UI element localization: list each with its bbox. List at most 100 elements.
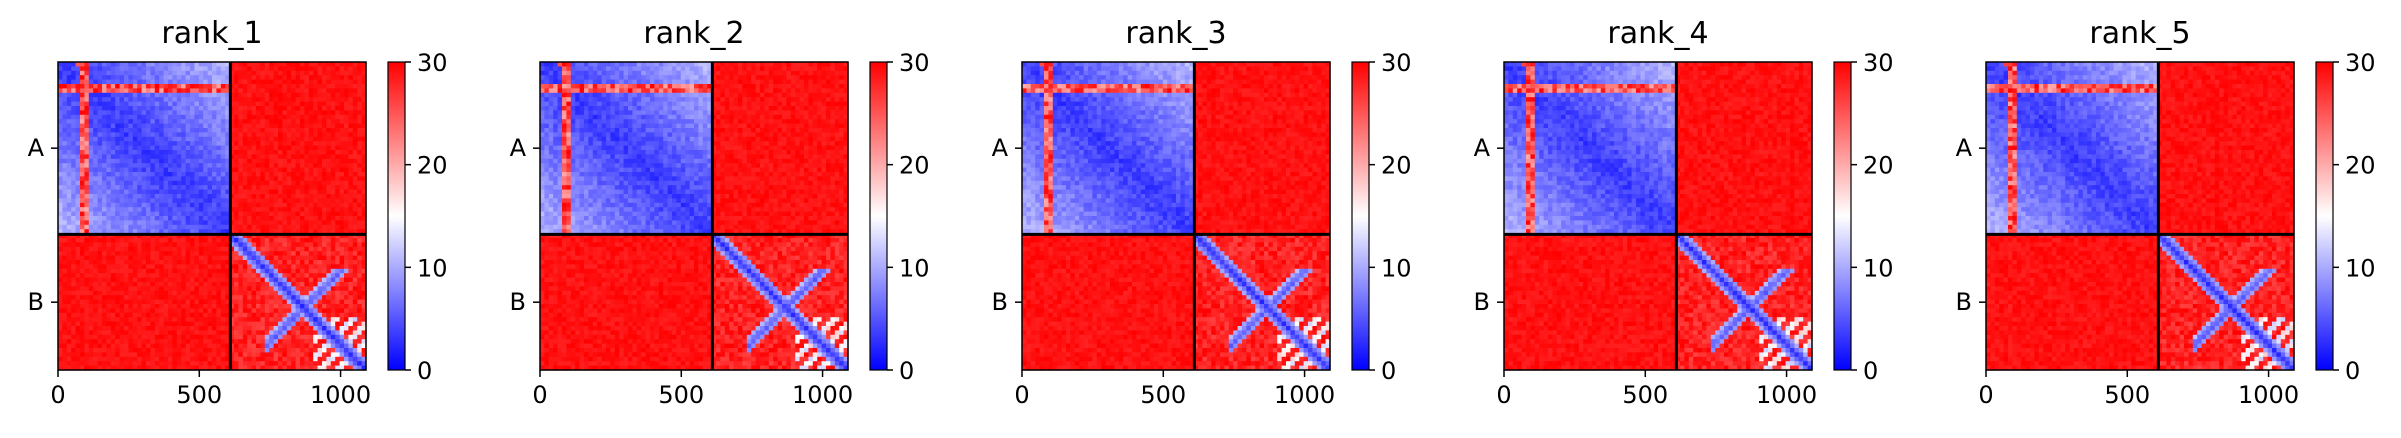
heatmap-cell	[80, 348, 85, 353]
heatmap-cell	[128, 93, 133, 98]
heatmap-cell	[168, 150, 173, 155]
heatmap-cell	[137, 181, 142, 186]
heatmap-cell	[111, 203, 116, 208]
heatmap-cell	[124, 168, 129, 173]
heatmap-cell	[133, 286, 138, 291]
heatmap-cell	[155, 168, 160, 173]
heatmap-cell	[76, 335, 81, 340]
heatmap-cell	[353, 330, 358, 335]
heatmap-cell	[313, 357, 318, 362]
heatmap-cell	[278, 154, 283, 159]
heatmap-cell	[291, 168, 296, 173]
heatmap-cell	[309, 75, 314, 80]
heatmap-cell	[260, 75, 265, 80]
heatmap-cell	[344, 75, 349, 80]
heatmap-cell	[318, 190, 323, 195]
heatmap-cell	[357, 146, 362, 151]
heatmap-cell	[172, 71, 177, 76]
heatmap-cell	[238, 190, 243, 195]
heatmap-cell	[199, 137, 204, 142]
heatmap-cell	[194, 220, 199, 225]
heatmap-cell	[80, 203, 85, 208]
heatmap-cell	[212, 313, 217, 318]
heatmap-cell	[221, 163, 226, 168]
heatmap-cell	[80, 198, 85, 203]
heatmap-cell	[216, 110, 221, 115]
heatmap-cell	[89, 88, 94, 93]
heatmap-cell	[89, 141, 94, 146]
heatmap-cell	[282, 313, 287, 318]
heatmap-cell	[256, 220, 261, 225]
heatmap-cell	[120, 97, 125, 102]
heatmap-cell	[212, 269, 217, 274]
heatmap-cell	[186, 322, 191, 327]
heatmap-cell	[318, 80, 323, 85]
heatmap-cell	[269, 172, 274, 177]
heatmap-cell	[98, 322, 103, 327]
heatmap-cell	[252, 247, 257, 252]
heatmap-cell	[203, 97, 208, 102]
panel-1: rank_10 500 1000AB0102030	[28, 16, 448, 409]
heatmap-cell	[322, 119, 327, 124]
heatmap-cell	[150, 198, 155, 203]
heatmap-cell	[326, 93, 331, 98]
heatmap-cell	[287, 80, 292, 85]
heatmap-cell	[93, 115, 98, 120]
heatmap-cell	[296, 260, 301, 265]
heatmap-cell	[203, 159, 208, 164]
heatmap-cell	[142, 357, 147, 362]
heatmap-cell	[155, 159, 160, 164]
heatmap-cell	[331, 339, 336, 344]
heatmap-cell	[115, 190, 120, 195]
heatmap-cell	[252, 300, 257, 305]
heatmap-cell	[62, 137, 67, 142]
heatmap-cell	[203, 264, 208, 269]
heatmap-cell	[98, 84, 103, 89]
heatmap-cell	[111, 330, 116, 335]
heatmap-cell	[256, 357, 261, 362]
heatmap-cell	[115, 273, 120, 278]
heatmap-cell	[340, 106, 345, 111]
heatmap-cell	[326, 128, 331, 133]
heatmap-cell	[243, 242, 248, 247]
heatmap-cell	[146, 322, 151, 327]
heatmap-cell	[62, 172, 67, 177]
heatmap-cell	[216, 291, 221, 296]
heatmap-cell	[344, 80, 349, 85]
heatmap-cell	[269, 84, 274, 89]
heatmap-cell	[172, 300, 177, 305]
heatmap-cell	[238, 198, 243, 203]
heatmap-cell	[256, 260, 261, 265]
heatmap-cell	[282, 300, 287, 305]
heatmap-cell	[203, 295, 208, 300]
heatmap-cell	[199, 207, 204, 212]
heatmap-cell	[282, 216, 287, 221]
heatmap-cell	[146, 300, 151, 305]
heatmap-cell	[340, 282, 345, 287]
heatmap-cell	[190, 247, 195, 252]
heatmap-cell	[318, 238, 323, 243]
heatmap-cell	[326, 185, 331, 190]
heatmap-cell	[84, 304, 89, 309]
heatmap-cell	[71, 168, 76, 173]
heatmap-cell	[287, 304, 292, 309]
heatmap-cell	[256, 159, 261, 164]
heatmap-cell	[150, 300, 155, 305]
heatmap-cell	[98, 330, 103, 335]
heatmap-cell	[181, 159, 186, 164]
heatmap-cell	[318, 304, 323, 309]
heatmap-cell	[344, 330, 349, 335]
heatmap-cell	[142, 141, 147, 146]
heatmap-cell	[340, 203, 345, 208]
heatmap-cell	[71, 88, 76, 93]
heatmap-cell	[80, 110, 85, 115]
heatmap-cell	[181, 71, 186, 76]
heatmap-cell	[71, 172, 76, 177]
heatmap-cell	[353, 242, 358, 247]
heatmap-cell	[216, 247, 221, 252]
heatmap-cell	[111, 198, 116, 203]
heatmap-cell	[102, 304, 107, 309]
heatmap-cell	[181, 251, 186, 256]
heatmap-cell	[80, 212, 85, 217]
heatmap-cell	[243, 260, 248, 265]
